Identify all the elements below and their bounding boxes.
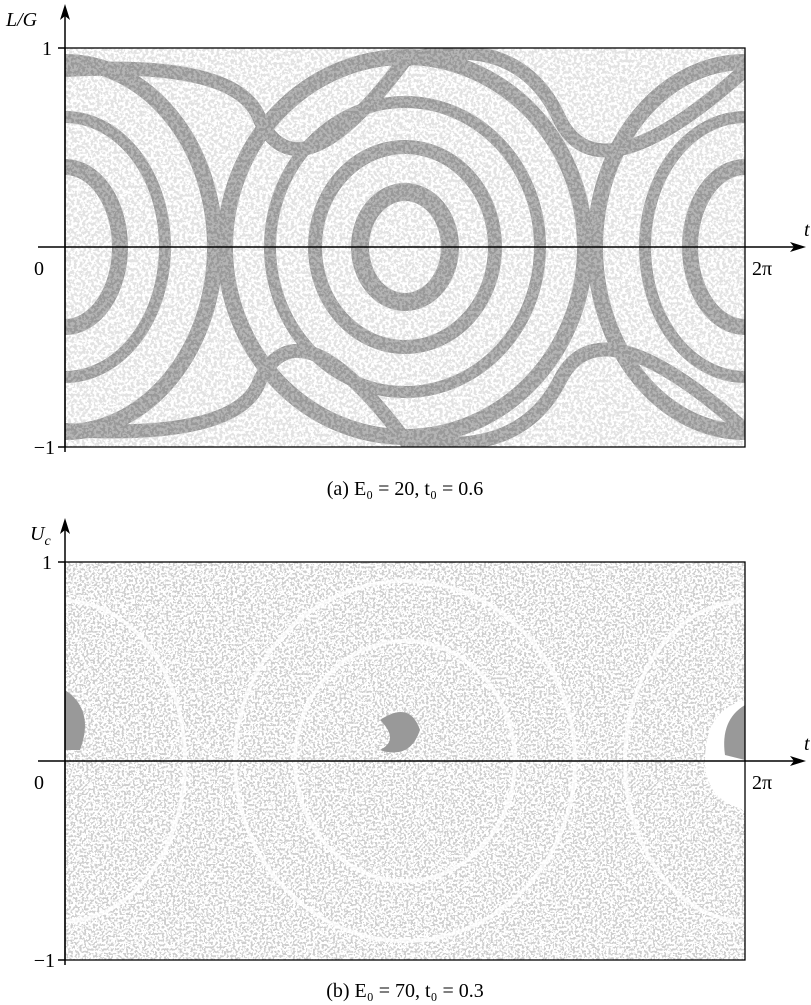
y-tick-label: −1	[34, 437, 55, 459]
origin-label: 0	[34, 772, 44, 794]
y-axis-label: Uc	[30, 523, 51, 549]
figure: L/G 1 −1 0 2π t (a) E₀ = 20, t₀ = 0.6 Uc…	[0, 0, 811, 1005]
y-tick-label: 1	[42, 38, 52, 60]
x-end-label: 2π	[752, 772, 772, 794]
x-end-label: 2π	[752, 258, 772, 280]
caption: (a) E₀ = 20, t₀ = 0.6	[327, 478, 483, 500]
x-axis-label: t	[804, 733, 810, 755]
origin-label: 0	[34, 258, 44, 280]
x-axis-label: t	[804, 219, 810, 241]
y-tick-label: 1	[42, 552, 52, 574]
y-axis-label: L/G	[5, 9, 38, 31]
y-tick-label: −1	[34, 950, 55, 972]
caption: (b) E₀ = 70, t₀ = 0.3	[326, 980, 484, 1002]
